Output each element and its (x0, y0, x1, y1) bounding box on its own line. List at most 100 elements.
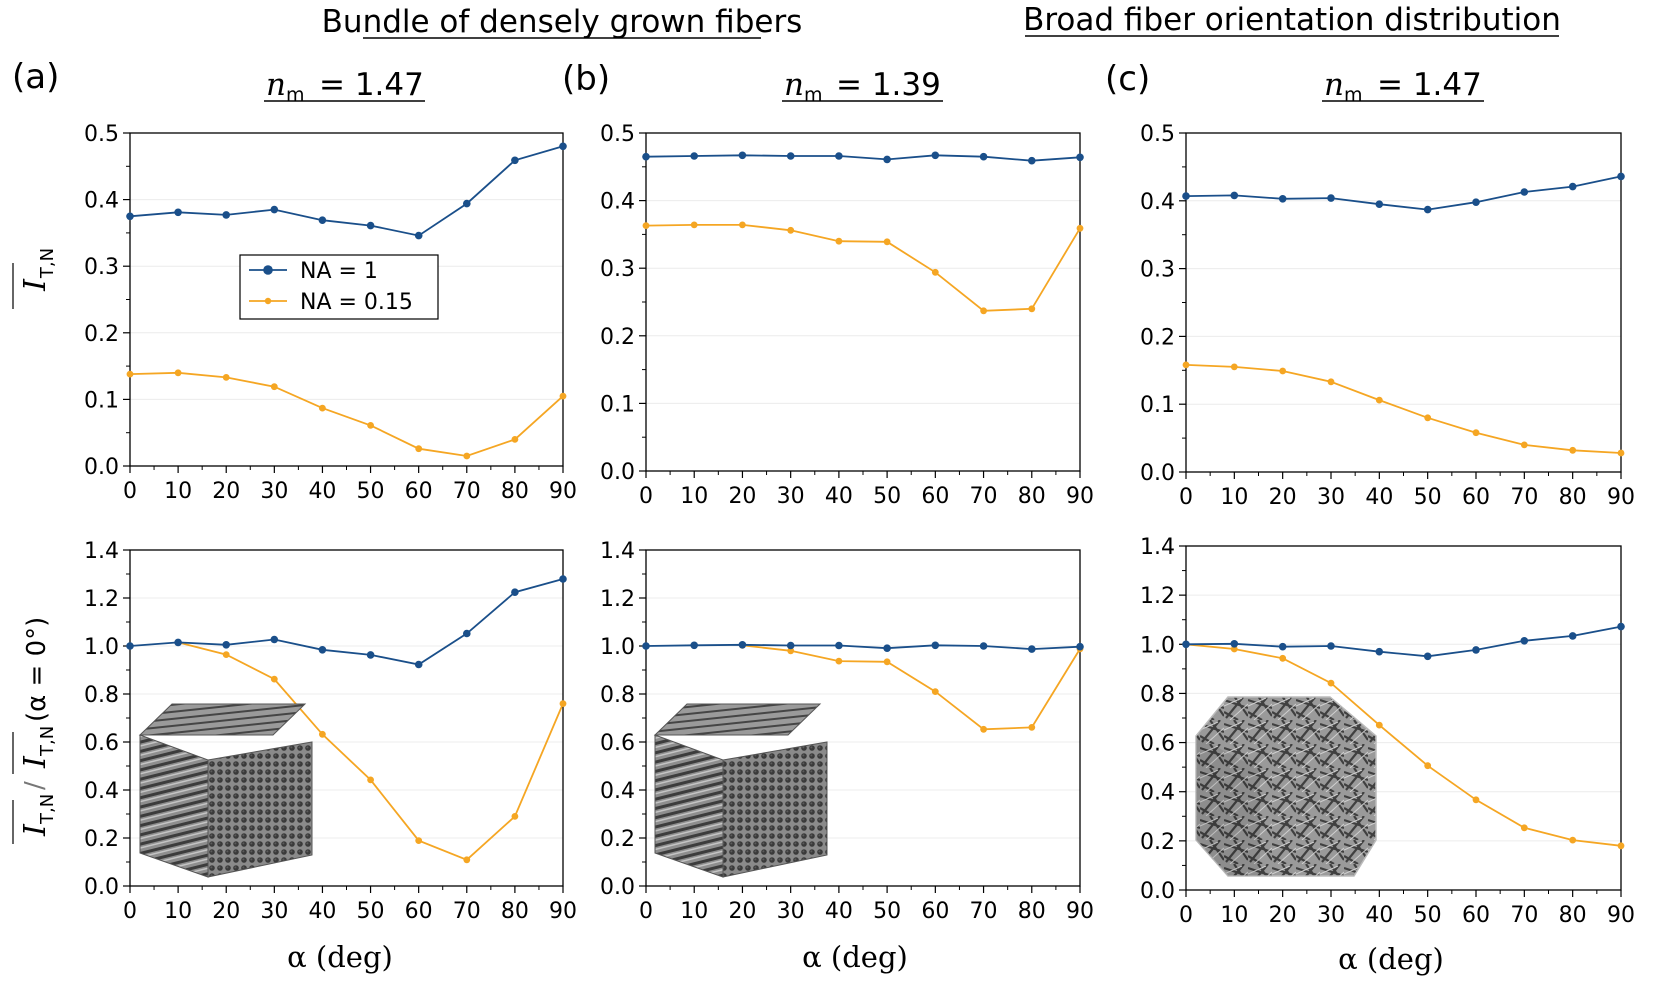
data-point-na015 (1279, 367, 1287, 375)
data-point-na1 (414, 231, 423, 240)
data-point-na1 (126, 642, 134, 650)
data-point-na1 (1278, 195, 1287, 203)
data-point-na015 (559, 700, 567, 707)
series-line-na1 (1185, 625, 1622, 658)
data-point-na1 (883, 155, 891, 164)
x-tick-label: 30 (1317, 485, 1345, 510)
y-tick-label: 0.5 (84, 122, 119, 147)
x-tick-label: 70 (1510, 485, 1538, 510)
x-tick-label: 90 (549, 899, 577, 924)
x-tick-label: 40 (825, 899, 853, 924)
legend-box (239, 254, 439, 320)
xlabel-c-text: α (deg) (1338, 942, 1444, 976)
x-tick-label: 20 (1269, 903, 1297, 928)
inset-cube-a (138, 703, 313, 878)
x-tick-label: 10 (680, 484, 708, 509)
data-point-na015 (690, 221, 698, 229)
x-tick-label: 0 (1179, 485, 1193, 510)
data-point-na015 (463, 452, 471, 460)
y-tick-label: 0.4 (84, 779, 119, 804)
data-point-na1 (1028, 156, 1036, 165)
x-tick-label: 0 (639, 484, 653, 509)
data-point-na015 (463, 856, 471, 864)
ylabel-top-text: I (18, 278, 53, 292)
inset-cube-c (1195, 696, 1377, 877)
x-tick-label: 20 (728, 484, 756, 509)
y-tick-label: 0.4 (600, 779, 635, 804)
x-tick-label: 70 (453, 479, 481, 504)
x-tick-label: 80 (1559, 485, 1587, 510)
panel-subtitle-c: n m = 1.47 (1322, 67, 1484, 106)
x-tick-label: 90 (549, 479, 577, 504)
data-point-na015 (1182, 361, 1190, 369)
x-tick-label: 20 (212, 479, 240, 504)
data-point-na015 (835, 237, 843, 245)
series-line-na015 (742, 644, 1081, 731)
data-point-na1 (559, 142, 567, 151)
data-point-na015 (270, 383, 278, 391)
data-point-na1 (1076, 153, 1084, 162)
data-point-na015 (1617, 449, 1625, 457)
data-point-na015 (511, 813, 519, 820)
data-point-na1 (174, 208, 182, 217)
data-point-na1 (126, 212, 134, 221)
data-point-na1 (883, 644, 891, 652)
x-tick-label: 30 (777, 484, 805, 509)
y-tick-label: 1.2 (600, 587, 635, 612)
y-tick-label: 1.0 (1140, 633, 1175, 658)
ylabel-top: I T,N (12, 248, 58, 309)
x-tick-label: 80 (501, 899, 529, 924)
y-tick-label: 0.4 (1140, 781, 1175, 806)
x-tick-label: 10 (680, 899, 708, 924)
y-tick-label: 0.1 (1140, 393, 1175, 418)
x-tick-label: 50 (357, 899, 385, 924)
data-point-na1 (270, 205, 279, 214)
x-tick-label: 60 (405, 479, 433, 504)
x-tick-label: 80 (1018, 484, 1046, 509)
data-point-na015 (1569, 836, 1577, 844)
x-tick-label: 50 (1414, 903, 1442, 928)
data-point-na015 (1424, 762, 1432, 770)
ylabel-bottom-slash: / (20, 781, 50, 790)
x-tick-label: 70 (453, 899, 481, 924)
data-point-na015 (931, 688, 939, 695)
x-tick-label: 10 (1220, 903, 1248, 928)
data-point-na015 (883, 658, 891, 666)
data-point-na1 (835, 152, 843, 160)
inset-cube-b (653, 703, 828, 878)
x-tick-label: 40 (825, 484, 853, 509)
subtitle-symbol: n (784, 67, 804, 103)
data-point-na015 (1569, 446, 1577, 454)
xlabel-a-text: α (deg) (287, 940, 393, 974)
subtitle-subscript: m (804, 84, 823, 106)
data-point-na015 (642, 222, 650, 230)
x-tick-label: 30 (260, 899, 288, 924)
xlabel-b: α (deg) (802, 940, 908, 974)
x-tick-label: 0 (1179, 903, 1193, 928)
data-point-na1 (318, 646, 327, 654)
x-tick-label: 60 (1462, 903, 1490, 928)
x-tick-label: 70 (970, 484, 998, 509)
x-tick-label: 20 (212, 899, 240, 924)
y-tick-label: 0.2 (84, 827, 119, 852)
data-point-na015 (1375, 396, 1383, 404)
data-point-na1 (786, 641, 795, 650)
series-line-na1 (129, 145, 564, 237)
data-point-na015 (1520, 824, 1528, 832)
data-point-na1 (1182, 192, 1190, 200)
x-tick-label: 70 (970, 899, 998, 924)
y-tick-label: 0.4 (84, 189, 119, 214)
panel-label-b: (b) (562, 59, 610, 99)
series-line-na015 (1185, 364, 1622, 454)
data-point-na015 (1327, 679, 1335, 687)
data-point-na015 (1424, 414, 1432, 422)
data-point-na015 (980, 307, 987, 315)
data-point-na1 (270, 635, 279, 644)
series-line-na015 (645, 223, 1081, 312)
y-tick-label: 0.2 (84, 322, 119, 347)
y-tick-label: 1.4 (84, 539, 119, 564)
data-point-na015 (222, 651, 230, 658)
series-line-na1 (645, 154, 1081, 162)
y-tick-label: 1.0 (600, 635, 635, 660)
